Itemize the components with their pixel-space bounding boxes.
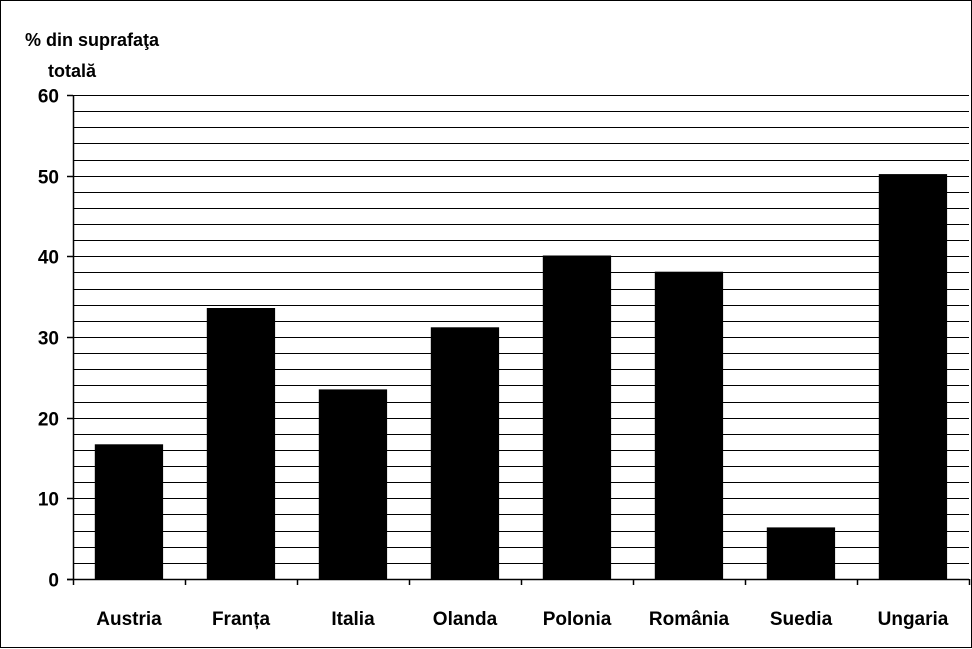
y-tick-label: 10 — [38, 490, 59, 511]
x-tick-label-franța: Franța — [212, 609, 271, 630]
y-tick-label: 40 — [38, 248, 59, 269]
x-tick-label-suedia: Suedia — [770, 609, 833, 630]
y-axis-label-line-2: totală — [48, 61, 97, 81]
bar-românia — [654, 271, 724, 579]
y-tick-labels: 0 10 20 30 40 50 60 — [38, 87, 59, 592]
x-tick-label-italia: Italia — [331, 609, 375, 630]
y-axis-label-line-1: % din suprafaţa — [25, 30, 160, 50]
y-tick-label: 20 — [38, 410, 59, 431]
y-tick-label: 30 — [38, 329, 59, 350]
axes — [67, 94, 971, 585]
x-tick-label-polonia: Polonia — [543, 609, 612, 630]
x-tick-label-românia: România — [649, 609, 730, 630]
bar-ungaria — [878, 174, 948, 579]
bar-polonia — [542, 255, 612, 579]
y-tick-label: 50 — [38, 168, 59, 189]
x-tick-label-ungaria: Ungaria — [878, 609, 949, 630]
y-tick-label: 60 — [38, 87, 59, 108]
bar-suedia — [766, 527, 836, 579]
x-tick-label-olanda: Olanda — [433, 609, 498, 630]
x-tick-labels: Austria Franța Italia Olanda Polonia România S… — [96, 609, 949, 630]
bar-austria — [94, 444, 164, 579]
bars — [94, 174, 948, 579]
y-tick-label: 0 — [48, 571, 59, 592]
x-tick-label-austria: Austria — [96, 609, 162, 630]
bar-olanda — [430, 327, 500, 579]
bar-italia — [318, 389, 388, 579]
bar-franța — [206, 308, 276, 579]
